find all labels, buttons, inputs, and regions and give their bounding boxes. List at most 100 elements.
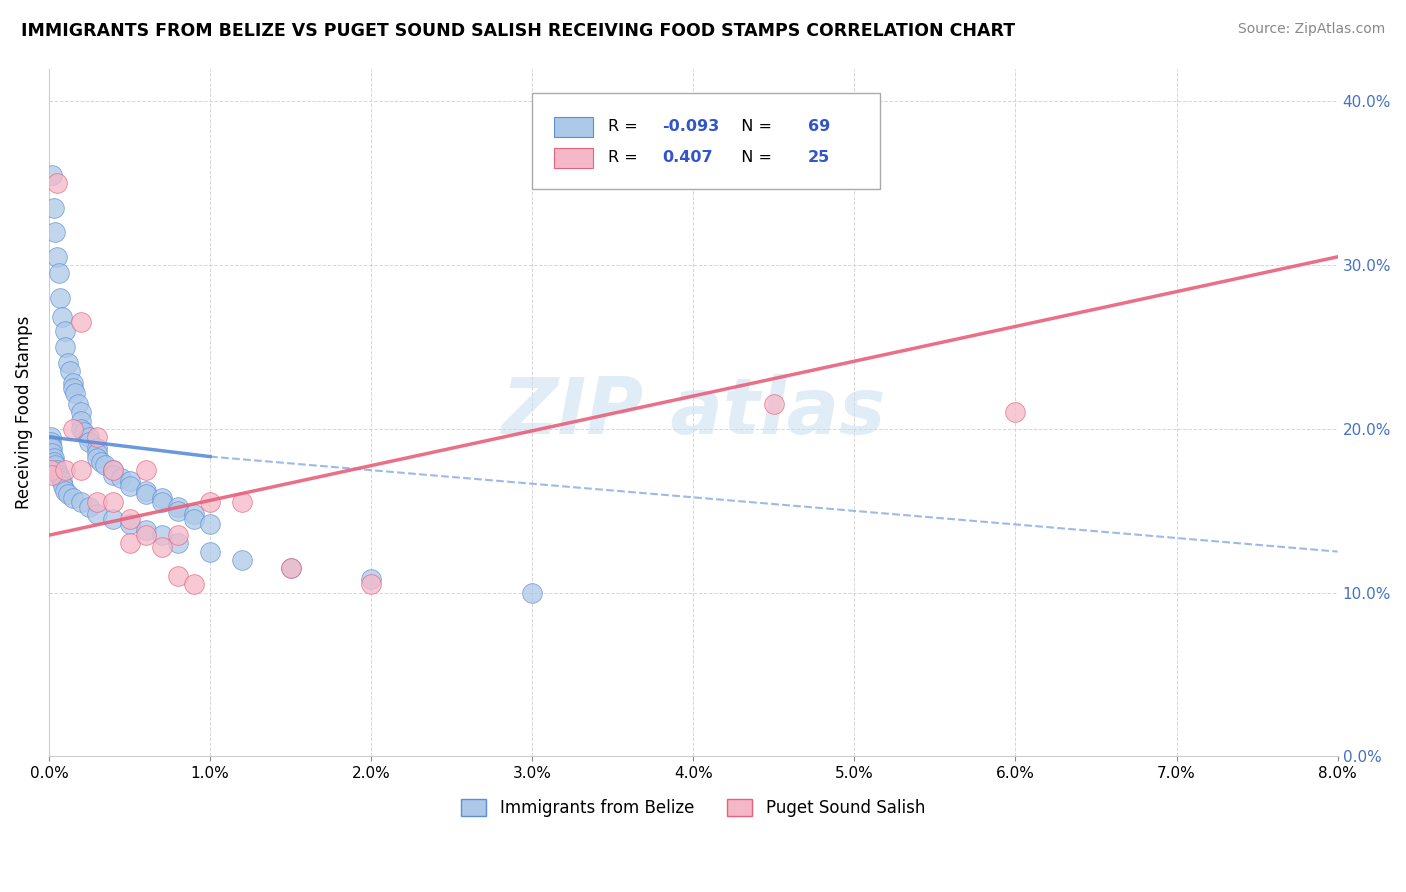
Point — [198, 544, 221, 558]
Text: -0.093: -0.093 — [662, 120, 720, 135]
Point — [1004, 405, 1026, 419]
Point — [86, 446, 108, 460]
Point — [62, 491, 84, 505]
Point — [110, 471, 132, 485]
Point — [63, 385, 86, 400]
Point — [103, 495, 125, 509]
Point — [70, 495, 93, 509]
Point — [86, 442, 108, 456]
Point — [39, 434, 62, 449]
Text: R =: R = — [609, 120, 643, 135]
Point — [166, 503, 188, 517]
Point — [118, 516, 141, 531]
Point — [166, 569, 188, 583]
Point — [41, 442, 63, 456]
Point — [166, 528, 188, 542]
Y-axis label: Receiving Food Stamps: Receiving Food Stamps — [15, 316, 32, 509]
Point — [70, 405, 93, 419]
Point — [58, 356, 80, 370]
Point — [103, 463, 125, 477]
Point — [150, 528, 173, 542]
Point — [44, 225, 66, 239]
Point — [231, 495, 253, 509]
Point — [522, 585, 544, 599]
Point — [52, 479, 75, 493]
Point — [77, 430, 100, 444]
Point — [86, 495, 108, 509]
Point — [62, 376, 84, 390]
Point — [166, 500, 188, 515]
Point — [183, 577, 205, 591]
Point — [135, 463, 157, 477]
Point — [280, 561, 302, 575]
Point — [135, 523, 157, 537]
Point — [77, 434, 100, 449]
Text: 69: 69 — [808, 120, 831, 135]
Point — [86, 507, 108, 521]
Point — [231, 553, 253, 567]
Point — [73, 425, 96, 439]
Point — [198, 495, 221, 509]
Point — [118, 474, 141, 488]
Point — [70, 463, 93, 477]
Point — [39, 438, 62, 452]
Point — [42, 201, 65, 215]
FancyBboxPatch shape — [554, 117, 593, 137]
Point — [150, 495, 173, 509]
FancyBboxPatch shape — [533, 93, 880, 189]
Point — [183, 512, 205, 526]
Text: Source: ZipAtlas.com: Source: ZipAtlas.com — [1237, 22, 1385, 37]
Point — [118, 536, 141, 550]
Point — [41, 467, 63, 482]
Text: 0.407: 0.407 — [662, 151, 713, 165]
Point — [53, 463, 76, 477]
Point — [77, 500, 100, 515]
Point — [166, 536, 188, 550]
Point — [48, 266, 70, 280]
Point — [89, 454, 111, 468]
Point — [39, 430, 62, 444]
Point — [41, 446, 63, 460]
Point — [150, 540, 173, 554]
Point — [86, 430, 108, 444]
Point — [135, 483, 157, 498]
Point — [58, 487, 80, 501]
FancyBboxPatch shape — [554, 147, 593, 169]
Point — [762, 397, 785, 411]
Point — [53, 483, 76, 498]
Point — [360, 577, 382, 591]
Point — [103, 467, 125, 482]
Point — [103, 463, 125, 477]
Text: R =: R = — [609, 151, 643, 165]
Point — [103, 512, 125, 526]
Legend: Immigrants from Belize, Puget Sound Salish: Immigrants from Belize, Puget Sound Sali… — [454, 792, 932, 823]
Point — [183, 507, 205, 521]
Text: ZIP atlas: ZIP atlas — [501, 375, 886, 450]
Point — [135, 528, 157, 542]
Point — [42, 451, 65, 466]
Point — [49, 291, 72, 305]
Point — [66, 397, 89, 411]
Point — [62, 381, 84, 395]
Point — [46, 250, 69, 264]
Point — [53, 340, 76, 354]
Point — [41, 168, 63, 182]
Point — [150, 491, 173, 505]
Text: 25: 25 — [808, 151, 831, 165]
Point — [198, 516, 221, 531]
Point — [59, 364, 82, 378]
Point — [86, 451, 108, 466]
Point — [135, 487, 157, 501]
Text: N =: N = — [731, 151, 776, 165]
Point — [94, 458, 117, 472]
Point — [70, 413, 93, 427]
Point — [118, 512, 141, 526]
Point — [48, 467, 70, 482]
Point — [53, 324, 76, 338]
Text: IMMIGRANTS FROM BELIZE VS PUGET SOUND SALISH RECEIVING FOOD STAMPS CORRELATION C: IMMIGRANTS FROM BELIZE VS PUGET SOUND SA… — [21, 22, 1015, 40]
Point — [70, 315, 93, 329]
Point — [360, 573, 382, 587]
Point — [46, 176, 69, 190]
Point — [280, 561, 302, 575]
Point — [49, 471, 72, 485]
